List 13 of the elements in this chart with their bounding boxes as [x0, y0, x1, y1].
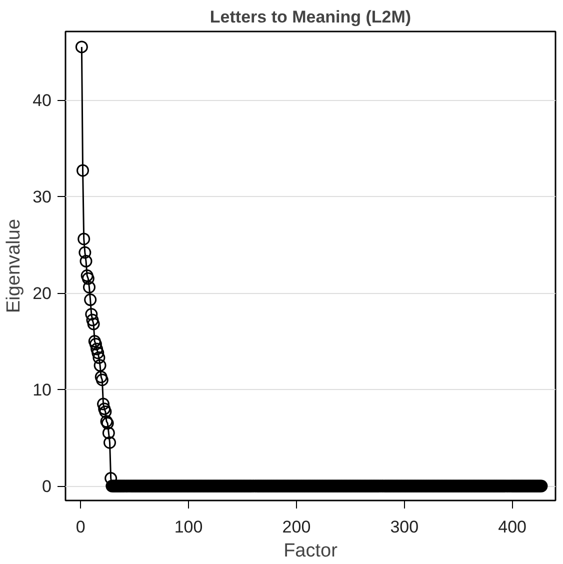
y-tick-label: 40	[32, 91, 52, 110]
x-tick-label: 200	[282, 518, 311, 536]
x-axis-title: Factor	[284, 540, 338, 562]
chart-title: Letters to Meaning (L2M)	[210, 8, 412, 26]
y-axis-title: Eigenvalue	[4, 218, 25, 314]
y-tick-label: 10	[32, 380, 52, 400]
x-tick-label: 0	[76, 518, 86, 536]
x-tick-label: 400	[498, 518, 527, 536]
y-tick-label: 30	[32, 188, 52, 207]
x-tick-label: 300	[390, 518, 419, 536]
y-tick-label: 0	[42, 477, 52, 496]
x-tick-label: 100	[174, 518, 203, 536]
y-tick-label: 20	[32, 284, 52, 304]
